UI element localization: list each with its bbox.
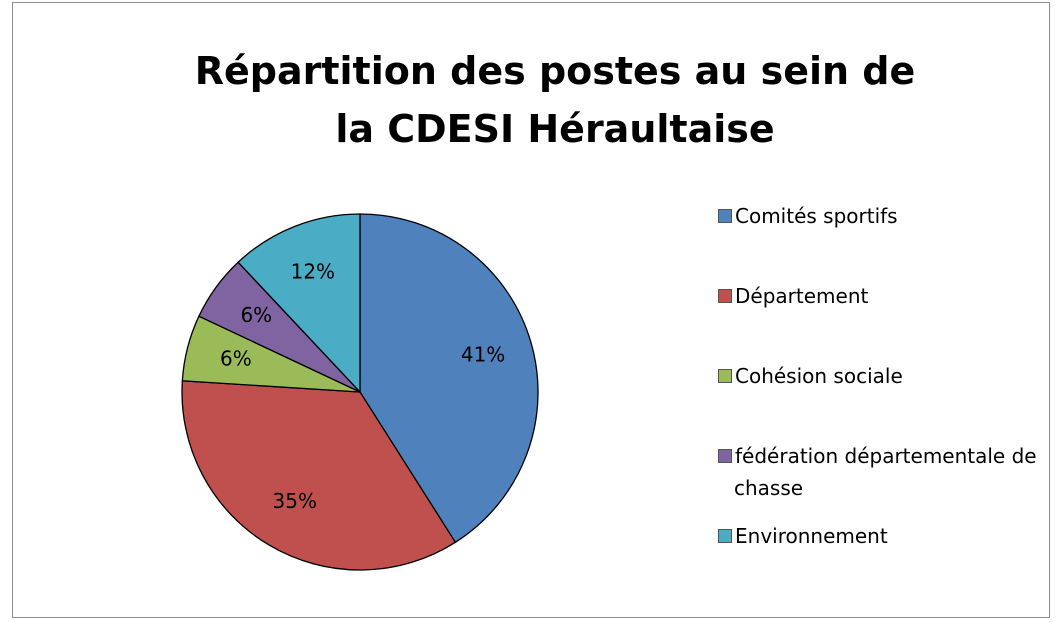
legend-item: Département xyxy=(718,280,1038,312)
legend-item: fédération départementale de chasse xyxy=(718,440,1038,504)
legend-item: Comités sportifs xyxy=(718,200,1038,232)
legend-swatch xyxy=(718,449,732,463)
legend-item: Environnement xyxy=(718,520,1038,552)
data-label: 12% xyxy=(291,259,335,283)
pie-slice xyxy=(181,380,457,571)
pie-slice xyxy=(359,213,539,544)
legend-label: Environnement xyxy=(735,524,888,548)
legend-swatch xyxy=(718,289,732,303)
legend-item: Cohésion sociale xyxy=(718,360,1038,392)
chart-title: Répartition des postes au sein de la CDE… xyxy=(194,49,916,151)
legend-label: fédération départementale de chasse xyxy=(734,444,1037,500)
data-label: 35% xyxy=(273,489,317,513)
legend-label: Département xyxy=(735,284,869,308)
chart-frame xyxy=(12,2,1050,618)
legend-label: Cohésion sociale xyxy=(735,364,903,388)
data-label: 41% xyxy=(461,343,505,367)
legend-swatch xyxy=(718,529,732,543)
pie-slice xyxy=(237,213,361,394)
legend-label: Comités sportifs xyxy=(735,204,898,228)
data-label: 6% xyxy=(220,347,252,371)
legend-swatch xyxy=(718,209,732,223)
data-label: 6% xyxy=(240,303,272,327)
legend-swatch xyxy=(718,369,732,383)
